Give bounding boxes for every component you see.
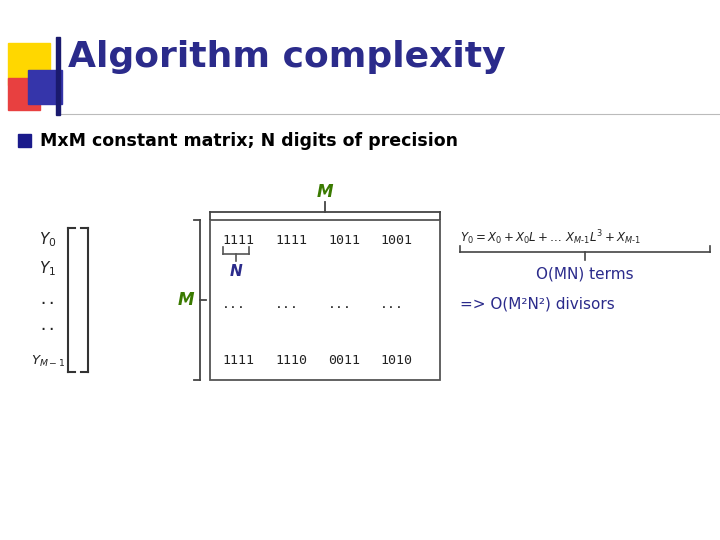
Bar: [28, 70, 62, 104]
Text: 1110: 1110: [275, 354, 307, 367]
Text: ..: ..: [39, 319, 57, 333]
Text: Algorithm complexity: Algorithm complexity: [68, 40, 505, 74]
Bar: [18, 134, 31, 147]
Text: $Y_{M-1}$: $Y_{M-1}$: [31, 354, 66, 369]
Text: M: M: [178, 291, 194, 309]
Bar: [8, 43, 50, 85]
Text: $Y_0$: $Y_0$: [40, 230, 57, 249]
Text: MxM constant matrix; N digits of precision: MxM constant matrix; N digits of precisi…: [40, 132, 458, 150]
Text: N: N: [230, 264, 243, 279]
Text: 1011: 1011: [328, 233, 360, 246]
Text: 1111: 1111: [275, 233, 307, 246]
Text: 1001: 1001: [380, 233, 412, 246]
Text: 1111: 1111: [222, 233, 254, 246]
Text: O(MN) terms: O(MN) terms: [536, 267, 634, 281]
Text: 0011: 0011: [328, 354, 360, 367]
Bar: [210, 220, 440, 380]
Bar: [56, 37, 60, 115]
Text: ...: ...: [275, 299, 299, 312]
Text: 1010: 1010: [380, 354, 412, 367]
Text: ...: ...: [380, 299, 404, 312]
Text: ...: ...: [222, 299, 246, 312]
Bar: [8, 78, 40, 110]
Text: ..: ..: [39, 293, 57, 307]
Text: $Y_1$: $Y_1$: [40, 259, 56, 278]
Text: ...: ...: [328, 299, 352, 312]
Text: 1111: 1111: [222, 354, 254, 367]
Text: => O(M²N²) divisors: => O(M²N²) divisors: [460, 296, 615, 312]
Text: M: M: [317, 183, 333, 201]
Text: $Y_0 = X_0 + X_0 L + \ldots\ X_{M\text{-}1}L^3 + X_{M\text{-}1}$: $Y_0 = X_0 + X_0 L + \ldots\ X_{M\text{-…: [460, 228, 641, 247]
